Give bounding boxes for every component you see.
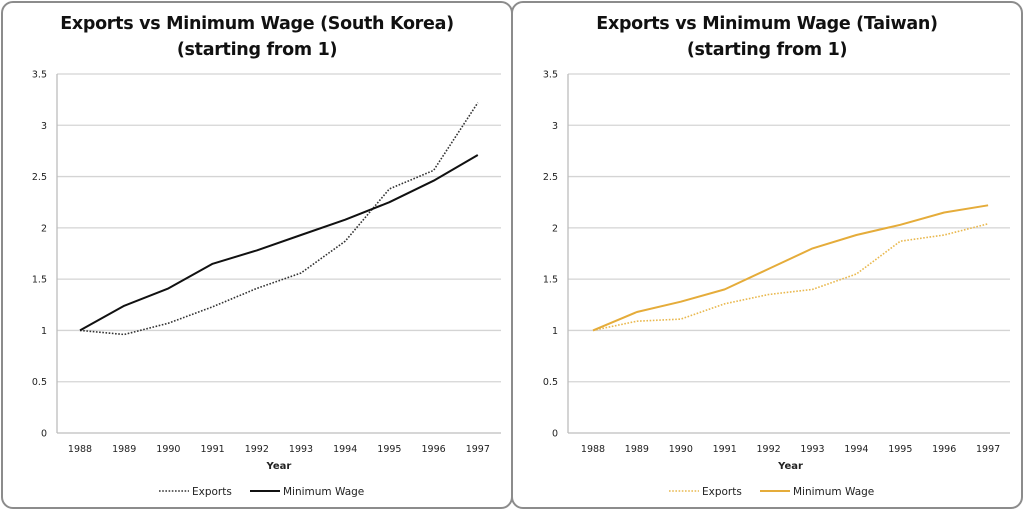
- y-tick-label: 1: [552, 326, 558, 337]
- y-tick-label: 1.5: [543, 275, 558, 286]
- y-tick-label: 0: [552, 429, 558, 440]
- legend-label: Exports: [702, 486, 742, 498]
- x-tick-label: 1991: [713, 444, 737, 455]
- x-tick-label: 1995: [377, 444, 401, 455]
- legend: Exports Minimum Wage: [159, 486, 364, 498]
- legend-label: Minimum Wage: [283, 486, 364, 498]
- x-tick-label: 1992: [757, 444, 781, 455]
- x-tick-label: 1989: [112, 444, 136, 455]
- y-tick-label: 3: [41, 121, 47, 132]
- y-tick-label: 1: [41, 326, 47, 337]
- legend: Exports Minimum Wage: [669, 486, 874, 498]
- x-tick-label: 1994: [844, 444, 868, 455]
- series-line-exports: [592, 223, 989, 332]
- y-tick-label: 1.5: [32, 275, 47, 286]
- legend-label: Minimum Wage: [793, 486, 874, 498]
- x-tick-label: 1997: [976, 444, 1000, 455]
- x-tick-label: 1997: [466, 444, 490, 455]
- chart-panel-taiwan: Exports vs Minimum Wage (Taiwan) (starti…: [511, 1, 1023, 509]
- x-tick-label: 1992: [245, 444, 269, 455]
- chart-title: Exports vs Minimum Wage (Taiwan): [596, 14, 938, 34]
- y-tick-label: 2: [41, 223, 47, 234]
- y-tick-label: 3.5: [32, 70, 47, 81]
- x-axis-title: Year: [777, 461, 803, 472]
- x-tick-label: 1993: [289, 444, 313, 455]
- x-tick-label: 1995: [888, 444, 912, 455]
- x-tick-label: 1990: [156, 444, 180, 455]
- chart-subtitle: (starting from 1): [176, 40, 338, 60]
- chart-panel-south-korea: Exports vs Minimum Wage (South Korea) (s…: [1, 1, 513, 509]
- y-tick-label: 3.5: [543, 70, 558, 81]
- series-line-minimum-wage: [79, 154, 479, 332]
- y-tick-label: 2.5: [543, 172, 558, 183]
- x-tick-label: 1988: [581, 444, 605, 455]
- x-tick-label: 1994: [333, 444, 357, 455]
- legend-label: Exports: [192, 486, 232, 498]
- x-tick-label: 1988: [68, 444, 92, 455]
- chart-subtitle: (starting from 1): [686, 40, 848, 60]
- series-line-exports: [79, 102, 479, 336]
- chart-title: Exports vs Minimum Wage (South Korea): [60, 14, 454, 34]
- y-tick-label: 2: [552, 223, 558, 234]
- chart-plot: 0 0.5 1 1.5 2 2.5 3 3.5 1988 1989 1990 1991 1992 1993…: [32, 70, 501, 498]
- y-tick-label: 0: [41, 429, 47, 440]
- x-tick-label: 1991: [201, 444, 225, 455]
- y-tick-label: 3: [552, 121, 558, 132]
- y-tick-label: 0.5: [32, 377, 47, 388]
- y-tick-label: 0.5: [543, 377, 558, 388]
- x-tick-label: 1989: [625, 444, 649, 455]
- x-tick-label: 1993: [800, 444, 824, 455]
- chart-plot: 0 0.5 1 1.5 2 2.5 3 3.5 1988 1989 1990 1991 1992 1993…: [543, 70, 1010, 498]
- y-tick-label: 2.5: [32, 172, 47, 183]
- x-tick-label: 1996: [932, 444, 956, 455]
- x-axis-title: Year: [266, 461, 292, 472]
- series-line-minimum-wage: [592, 204, 989, 332]
- x-tick-label: 1990: [669, 444, 693, 455]
- x-tick-label: 1996: [422, 444, 446, 455]
